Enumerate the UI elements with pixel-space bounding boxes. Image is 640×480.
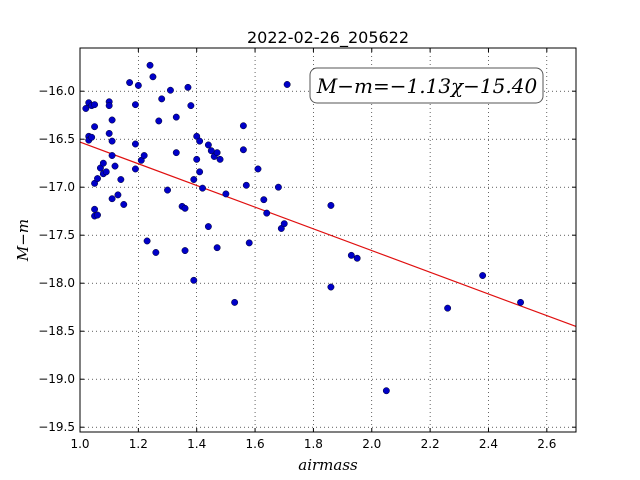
x-tick-label: 1.6	[246, 437, 265, 451]
scatter-point	[190, 176, 198, 183]
scatter-point	[131, 140, 139, 148]
scatter-point	[184, 83, 192, 91]
scatter-point	[102, 168, 110, 176]
scatter-point	[146, 61, 154, 69]
scatter-point	[117, 176, 125, 183]
scatter-point	[105, 102, 113, 110]
scatter-point	[193, 155, 201, 163]
scatter-point	[190, 276, 198, 284]
scatter-point	[479, 272, 487, 279]
scatter-point	[204, 223, 212, 231]
scatter-point	[140, 152, 148, 159]
x-tick-label: 1.0	[70, 437, 89, 451]
scatter-point	[108, 195, 116, 203]
scatter-point	[143, 237, 151, 245]
scatter-point	[181, 204, 189, 212]
scatter-point	[91, 101, 99, 109]
y-tick-label: −18.5	[38, 324, 75, 338]
scatter-point	[444, 304, 452, 312]
scatter-point	[196, 168, 204, 176]
scatter-point	[239, 122, 247, 130]
scatter-point	[204, 141, 212, 149]
scatter-point	[111, 162, 119, 170]
scatter-point	[382, 387, 390, 395]
scatter-point	[181, 247, 189, 255]
scatter-point	[207, 147, 215, 155]
scatter-point	[114, 191, 122, 199]
scatter-point	[517, 298, 525, 306]
scatter-point	[280, 220, 288, 228]
scatter-point	[131, 101, 139, 109]
scatter-point	[88, 133, 96, 141]
scatter-point	[213, 149, 221, 157]
x-axis-label: airmass	[298, 456, 358, 474]
scatter-point	[274, 183, 282, 191]
scatter-point	[152, 249, 160, 256]
x-tick-label: 2.4	[479, 437, 498, 451]
scatter-point	[108, 137, 116, 145]
scatter-point	[155, 117, 163, 125]
scatter-point	[166, 86, 174, 94]
scatter-point	[126, 79, 134, 87]
scatter-point	[149, 73, 157, 81]
scatter-point	[260, 196, 268, 204]
axis-ticks: 1.0 1.2 1.4 1.6 1.8 2.0 2.2 2.4 2.6 −16.0 −16.5 −17…	[38, 48, 576, 451]
x-tick-label: 1.2	[129, 437, 148, 451]
scatter-point	[164, 186, 171, 194]
scatter-point	[134, 81, 142, 89]
scatter-point	[91, 205, 99, 213]
scatter-point	[327, 201, 335, 209]
scatter-point	[120, 201, 128, 208]
y-tick-label: −16.0	[38, 84, 75, 98]
y-axis-label: M−m	[14, 219, 32, 262]
scatter-point	[196, 137, 204, 145]
scatter-point	[222, 190, 230, 198]
scatter-point	[353, 254, 361, 262]
scatter-point	[172, 113, 180, 121]
scatter-point	[245, 239, 253, 247]
scatter-point	[242, 181, 250, 189]
x-tick-label: 2.0	[362, 437, 381, 451]
y-tick-label: −17.0	[38, 180, 75, 194]
y-tick-label: −16.5	[38, 132, 75, 146]
fit-equation: M−m=−1.13χ−15.40	[316, 74, 538, 98]
fit-line-layer	[79, 141, 577, 328]
scatter-point	[199, 184, 206, 192]
fit-line	[79, 141, 577, 328]
scatter-point	[231, 298, 239, 306]
scatter-point	[172, 149, 180, 157]
scatter-point	[187, 102, 195, 110]
scatter-point	[158, 95, 166, 103]
y-tick-label: −18.0	[38, 276, 75, 290]
scatter-point	[216, 155, 224, 163]
scatter-point	[91, 123, 99, 131]
y-tick-label: −19.0	[38, 372, 75, 386]
scatter-point	[108, 152, 116, 159]
scatter-point	[82, 105, 90, 112]
scatter-point	[94, 175, 101, 183]
x-tick-label: 2.2	[421, 437, 440, 451]
scatter-points	[82, 61, 525, 395]
x-tick-label: 1.8	[304, 437, 323, 451]
scatter-point	[254, 165, 262, 173]
scatter-point	[347, 251, 355, 259]
scatter-point	[131, 165, 139, 173]
scatter-point	[239, 146, 247, 154]
scatter-point	[94, 211, 101, 219]
y-tick-label: −19.5	[38, 420, 75, 434]
scatter-point	[108, 116, 116, 124]
scatter-point	[213, 244, 221, 252]
scatter-point	[99, 159, 107, 167]
scatter-point	[283, 81, 291, 88]
x-tick-label: 1.4	[187, 437, 206, 451]
plot-frame	[79, 47, 577, 433]
scatter-point	[263, 209, 271, 217]
chart-title: 2022-02-26_205622	[247, 28, 409, 48]
scatter-point	[327, 283, 335, 291]
y-tick-label: −17.5	[38, 228, 75, 242]
x-tick-label: 2.6	[537, 437, 556, 451]
scatter-point	[105, 129, 113, 137]
annotation-box: M−m=−1.13χ−15.40	[309, 67, 544, 104]
